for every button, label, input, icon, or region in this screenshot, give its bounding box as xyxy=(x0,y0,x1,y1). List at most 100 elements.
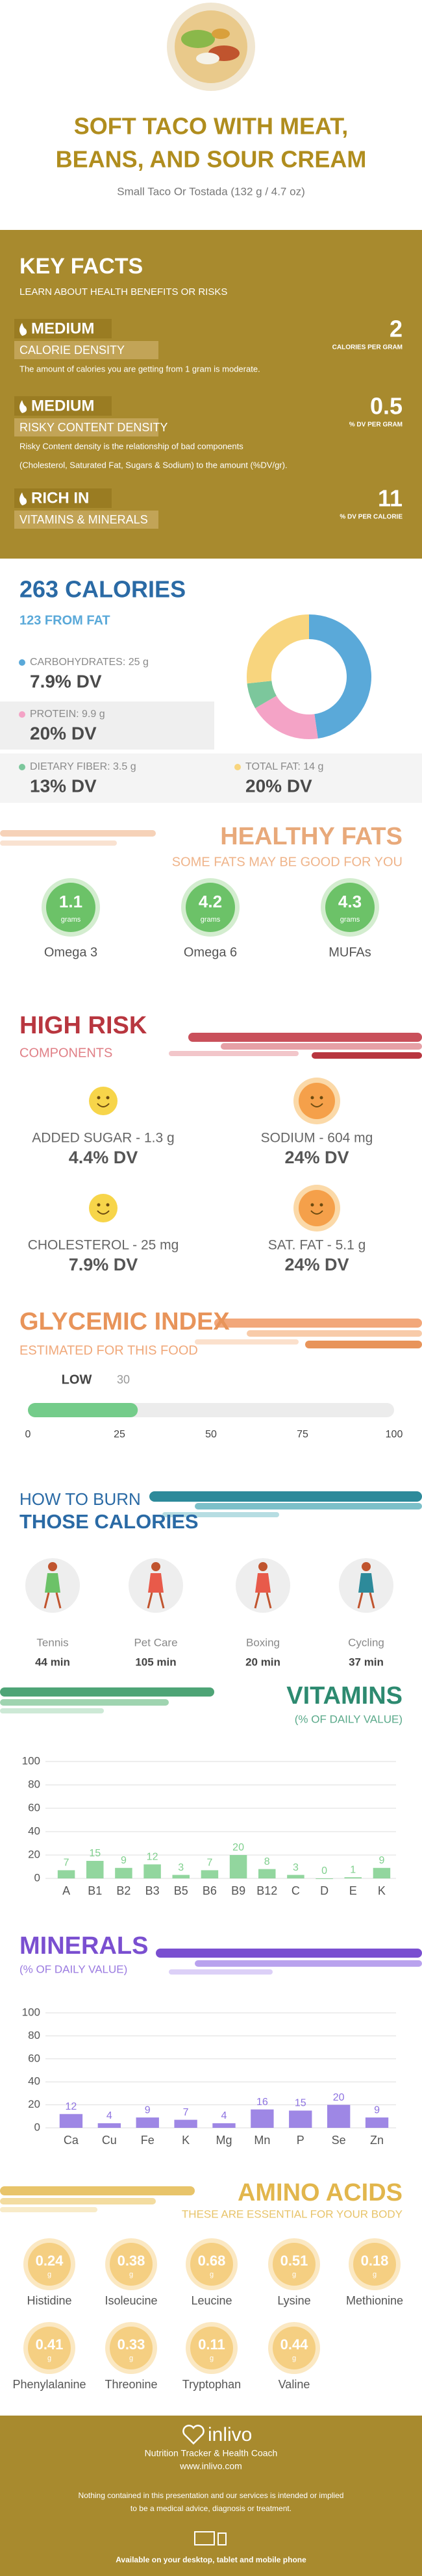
amino-amount: 0.33 xyxy=(118,2336,145,2353)
section-title: HIGH RISK xyxy=(19,1012,147,1039)
amino-circle xyxy=(110,2243,153,2286)
x-tick-label: Mg xyxy=(216,2134,232,2147)
amino-amount: 0.41 xyxy=(36,2336,64,2353)
y-tick-label: 20 xyxy=(28,1848,40,1860)
y-tick-label: 0 xyxy=(34,2121,40,2133)
amino-amount: 0.18 xyxy=(361,2253,389,2269)
decoration xyxy=(195,1960,422,1967)
footer-bg xyxy=(0,2416,422,2576)
smiley-eye xyxy=(106,1203,110,1207)
amino-amount: 0.68 xyxy=(198,2253,226,2269)
activity-name: Boxing xyxy=(246,1636,280,1648)
amino-unit: g xyxy=(47,2355,51,2362)
fat-circle xyxy=(325,883,375,932)
x-tick-label: Ca xyxy=(64,2134,79,2147)
decoration xyxy=(0,2198,156,2204)
legend-label: DIETARY FIBER: 3.5 g xyxy=(30,761,136,772)
amino-amount: 0.51 xyxy=(280,2253,308,2269)
fat-amount: 4.3 xyxy=(338,892,362,911)
section-subtitle: COMPONENTS xyxy=(19,1046,112,1060)
decoration xyxy=(169,1969,273,1975)
label: CALORIE DENSITY xyxy=(19,344,125,357)
decoration xyxy=(0,1699,169,1706)
value-label: 12 xyxy=(147,1852,158,1863)
smiley-eye xyxy=(97,1096,101,1100)
activity-name: Pet Care xyxy=(134,1636,177,1648)
x-tick-label: Se xyxy=(332,2134,346,2147)
x-tick-label: 0 xyxy=(25,1429,31,1440)
value-label: 15 xyxy=(89,1848,101,1859)
fat-unit: grams xyxy=(61,916,81,924)
decoration xyxy=(247,1330,422,1337)
decoration xyxy=(312,1052,422,1059)
label-box xyxy=(14,341,158,359)
y-tick-label: 100 xyxy=(22,1754,40,1767)
y-tick-label: 40 xyxy=(28,1825,40,1837)
section-title: VITAMINS xyxy=(286,1682,403,1710)
value-label: 7 xyxy=(64,1858,69,1869)
risk-label: SODIUM - 604 mg xyxy=(261,1131,373,1146)
x-tick-label: C xyxy=(292,1884,300,1897)
daily-value: 20% DV xyxy=(30,723,97,743)
level: MEDIUM xyxy=(31,320,94,337)
row-bg xyxy=(0,701,214,750)
brand: inlivo xyxy=(208,2424,252,2445)
x-tick-label: B12 xyxy=(256,1884,277,1897)
value-label: 9 xyxy=(379,1855,384,1866)
level-box xyxy=(14,396,112,416)
value-label: 20 xyxy=(333,2092,345,2103)
section-title: THOSE CALORIES xyxy=(19,1510,199,1533)
activity-head xyxy=(362,1562,371,1571)
value-label: 12 xyxy=(66,2101,77,2112)
value-label: 9 xyxy=(121,1855,127,1866)
y-tick-label: 0 xyxy=(34,1871,40,1884)
fat-circle xyxy=(186,883,235,932)
value-label: 30 xyxy=(117,1373,130,1386)
tagline: Nutrition Tracker & Health Coach xyxy=(145,2448,278,2458)
x-tick-label: B3 xyxy=(145,1884,160,1897)
section-subtitle: LEARN ABOUT HEALTH BENEFITS OR RISKS xyxy=(19,286,227,297)
key-facts-bg xyxy=(0,230,422,559)
amino-amount: 0.11 xyxy=(198,2336,225,2353)
section-title: AMINO ACIDS xyxy=(238,2179,403,2206)
smiley xyxy=(299,1190,335,1226)
bar xyxy=(251,2109,274,2128)
decoration xyxy=(0,2186,195,2195)
x-tick-label: B9 xyxy=(231,1884,245,1897)
activity-legs xyxy=(147,1592,165,1609)
activity-time: 37 min xyxy=(349,1656,384,1668)
y-tick-label: 60 xyxy=(28,1801,40,1813)
bar xyxy=(59,2114,83,2128)
bar xyxy=(287,1875,304,1878)
section-title: HEALTHY FATS xyxy=(220,823,403,850)
value-label: 3 xyxy=(293,1862,299,1873)
bar xyxy=(57,1870,75,1878)
amino-unit: g xyxy=(292,2355,296,2362)
amino-unit: g xyxy=(129,2355,133,2362)
x-tick-label: B5 xyxy=(174,1884,188,1897)
donut-segment xyxy=(247,681,277,709)
value-label: 1 xyxy=(350,1864,356,1875)
device-icon xyxy=(194,2531,215,2545)
x-tick-label: E xyxy=(349,1884,357,1897)
amino-unit: g xyxy=(210,2271,214,2279)
section-title: HOW TO BURN xyxy=(19,1489,141,1509)
amino-circle xyxy=(273,2243,316,2286)
amino-circle xyxy=(110,2327,153,2369)
smiley-eye xyxy=(97,1203,101,1207)
fat-amount: 1.1 xyxy=(59,892,82,911)
value-label: 15 xyxy=(295,2098,306,2109)
value-label: 20 xyxy=(232,1842,244,1853)
bar xyxy=(136,2117,159,2128)
label-box xyxy=(14,418,158,436)
unit: CALORIES PER GRAM xyxy=(332,344,403,351)
activity-time: 105 min xyxy=(135,1656,176,1668)
donut-segment xyxy=(247,614,309,684)
amino-circle xyxy=(273,2327,316,2369)
description: Risky Content density is the relationshi… xyxy=(19,441,243,451)
activity-legs xyxy=(254,1592,272,1609)
value: 2 xyxy=(390,316,403,342)
x-tick-label: Cu xyxy=(102,2134,117,2147)
amino-unit: g xyxy=(47,2271,51,2279)
